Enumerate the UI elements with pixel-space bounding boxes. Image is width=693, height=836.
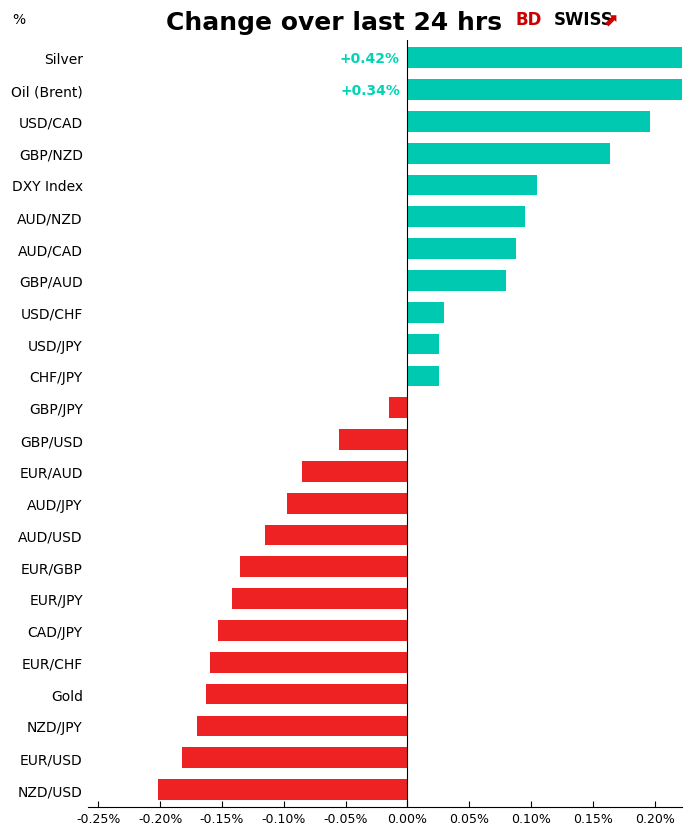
Bar: [407, 144, 610, 165]
Bar: [218, 620, 407, 641]
Bar: [389, 398, 407, 419]
Bar: [407, 112, 650, 133]
Bar: [206, 684, 407, 705]
Bar: [407, 334, 439, 355]
Bar: [182, 747, 407, 768]
Text: %: %: [12, 13, 25, 28]
Bar: [340, 430, 407, 451]
Bar: [407, 176, 537, 196]
Text: +0.42%: +0.42%: [340, 52, 400, 66]
Text: BD: BD: [516, 11, 542, 28]
Text: ⬈: ⬈: [602, 13, 617, 30]
Bar: [288, 493, 407, 514]
Bar: [407, 48, 693, 69]
Bar: [240, 557, 407, 578]
Text: Change over last 24 hrs: Change over last 24 hrs: [166, 11, 502, 35]
Text: +0.34%: +0.34%: [340, 84, 400, 98]
Text: SWISS: SWISS: [554, 11, 613, 28]
Bar: [407, 239, 516, 260]
Bar: [407, 207, 525, 228]
Bar: [407, 303, 444, 324]
Bar: [407, 80, 693, 101]
Bar: [407, 271, 507, 292]
Bar: [198, 716, 407, 737]
Bar: [265, 525, 407, 546]
Bar: [157, 779, 407, 800]
Bar: [232, 589, 407, 609]
Bar: [407, 366, 439, 387]
Bar: [209, 652, 407, 673]
Bar: [302, 461, 407, 482]
